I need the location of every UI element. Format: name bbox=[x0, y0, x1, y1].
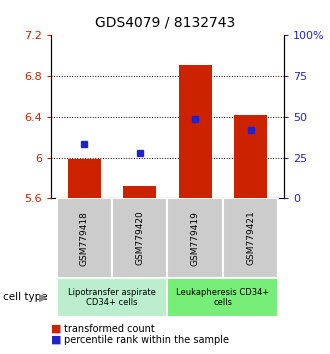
Text: GSM779418: GSM779418 bbox=[80, 211, 89, 266]
Bar bbox=[123, 186, 156, 198]
Bar bbox=[179, 65, 212, 198]
Text: cell type: cell type bbox=[3, 292, 48, 302]
FancyBboxPatch shape bbox=[223, 198, 278, 278]
Text: GDS4079 / 8132743: GDS4079 / 8132743 bbox=[95, 16, 235, 30]
Text: percentile rank within the sample: percentile rank within the sample bbox=[64, 335, 229, 345]
FancyBboxPatch shape bbox=[112, 198, 167, 278]
Text: ■: ■ bbox=[51, 324, 62, 333]
Text: Lipotransfer aspirate
CD34+ cells: Lipotransfer aspirate CD34+ cells bbox=[68, 288, 156, 307]
FancyBboxPatch shape bbox=[167, 198, 223, 278]
FancyBboxPatch shape bbox=[57, 278, 167, 317]
Bar bbox=[234, 115, 267, 198]
Text: Leukapheresis CD34+
cells: Leukapheresis CD34+ cells bbox=[176, 288, 270, 307]
Bar bbox=[68, 159, 101, 198]
Text: transformed count: transformed count bbox=[64, 324, 155, 333]
Text: ▶: ▶ bbox=[39, 292, 47, 302]
FancyBboxPatch shape bbox=[57, 198, 112, 278]
Text: ■: ■ bbox=[51, 335, 62, 345]
Text: GSM779421: GSM779421 bbox=[246, 211, 255, 266]
FancyBboxPatch shape bbox=[167, 278, 278, 317]
Text: GSM779419: GSM779419 bbox=[191, 211, 200, 266]
Text: GSM779420: GSM779420 bbox=[135, 211, 144, 266]
